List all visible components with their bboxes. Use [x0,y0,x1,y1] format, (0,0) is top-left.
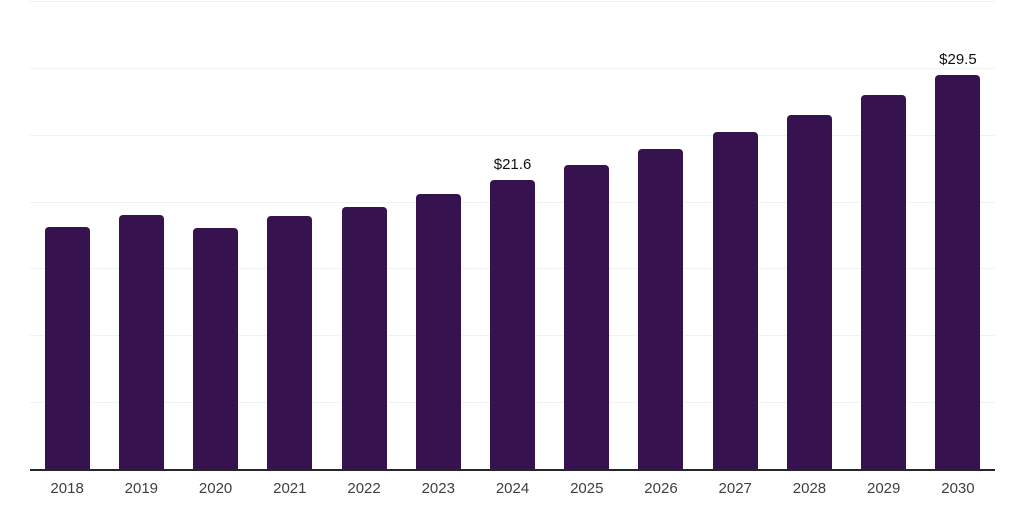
x-tick-label-2028: 2028 [792,480,827,497]
bar-2019[interactable] [118,214,164,469]
x-tick-label-2029: 2029 [867,480,901,497]
data-label-2030: $29.5 [939,50,977,68]
bar-2024[interactable] [490,180,536,469]
x-tick-label-2021: 2021 [273,480,307,497]
x-tick-label-2023: 2023 [421,480,455,497]
x-tick-label-2019: 2019 [124,480,159,497]
x-tick-label-2027: 2027 [718,480,752,497]
bar-column-2019 [104,1,178,469]
bar-column-2030: $29.5 [921,1,995,469]
bar-column-2026 [624,1,698,469]
bar-column-2018 [30,1,104,469]
bar-column-2027 [698,1,772,469]
gridline-35 [30,1,995,2]
bar-column-2022 [327,1,401,469]
x-tick-label-2026: 2026 [644,480,678,497]
bar-2030[interactable] [935,74,981,469]
gridline-30 [30,67,995,69]
plot-area: $21.6 $29.5 [30,1,995,469]
bar-columns: $21.6 $29.5 [30,1,995,469]
bar-column-2025 [550,1,624,469]
bar-column-2029 [847,1,921,469]
bar-2018[interactable] [44,226,90,469]
bar-2021[interactable] [267,216,313,469]
data-label-2024: $21.6 [493,156,532,174]
bar-2029[interactable] [861,94,907,469]
x-tick-label-2025: 2025 [570,480,604,497]
x-axis-labels: 2018 2019 2020 2021 2022 2023 2024 2025 2026 2027… [30,481,995,496]
bar-2028[interactable] [786,114,832,469]
bar-column-2024: $21.6 [475,1,549,469]
bar-column-2023 [401,1,475,469]
bar-2022[interactable] [341,206,387,469]
bar-2025[interactable] [564,165,610,469]
bar-column-2021 [253,1,327,469]
bar-2026[interactable] [638,149,684,469]
x-tick-label-2018: 2018 [50,480,84,497]
x-axis-line [30,469,995,471]
x-tick-label-2022: 2022 [347,480,381,497]
x-tick-label-2020: 2020 [198,480,233,497]
x-tick-label-2030: 2030 [941,480,975,497]
bar-2023[interactable] [415,193,461,469]
gridline-25 [30,134,995,136]
bar-column-2028 [772,1,846,469]
bar-2027[interactable] [712,132,758,469]
x-tick-label-2024: 2024 [495,480,530,497]
bar-2020[interactable] [193,228,239,469]
bar-column-2020 [178,1,252,469]
